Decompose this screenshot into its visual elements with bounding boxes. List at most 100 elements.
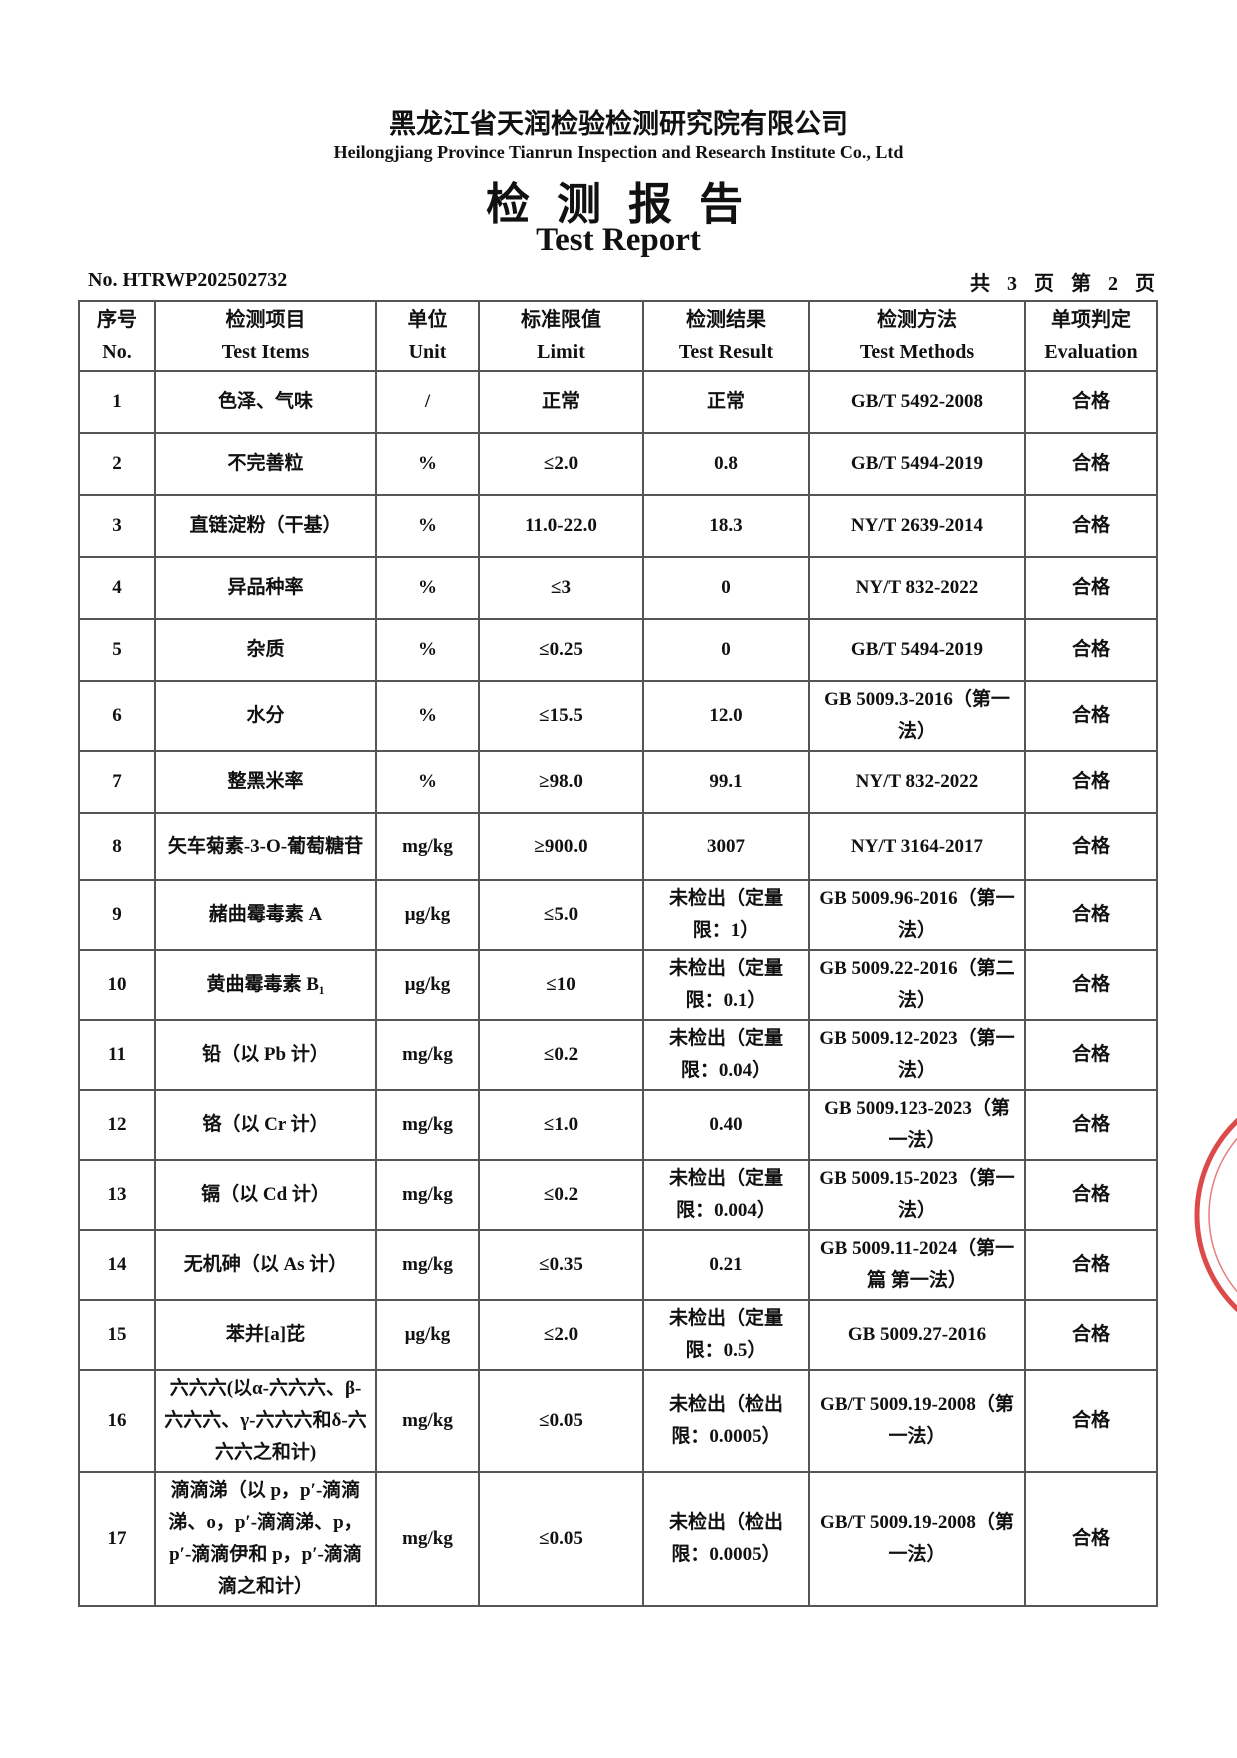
company-name-cn: 黑龙江省天润检验检测研究院有限公司	[389, 109, 848, 139]
column-header-en: Test Methods	[859, 341, 975, 363]
table-cell: GB/T 5009.19-2008（第一法）	[808, 1471, 1026, 1607]
table-cell: 3007	[642, 812, 810, 881]
table-cell: 0	[642, 618, 810, 682]
table-cell: 镉（以 Cd 计）	[154, 1159, 377, 1231]
table-cell: 9	[78, 879, 156, 951]
table-cell: 矢车菊素-3-O-葡萄糖苷	[154, 812, 377, 881]
table-cell: 10	[78, 949, 156, 1021]
column-header-en: Test Result	[678, 341, 774, 363]
table-cell: 17	[78, 1471, 156, 1607]
table-cell: 5	[78, 618, 156, 682]
table-cell: 12.0	[642, 680, 810, 752]
table-cell: GB/T 5492-2008	[808, 370, 1026, 434]
table-cell: 14	[78, 1229, 156, 1301]
table-cell: 16	[78, 1369, 156, 1473]
table-cell: 未检出（定量限：0.04）	[642, 1019, 810, 1091]
table-cell: 合格	[1024, 879, 1158, 951]
table-cell: /	[375, 370, 480, 434]
table-cell: ≤3	[478, 556, 644, 620]
table-cell: ≤15.5	[478, 680, 644, 752]
table-cell: 未检出（检出限：0.0005）	[642, 1471, 810, 1607]
seal	[1194, 1117, 1237, 1313]
table-cell: GB 5009.11-2024（第一篇 第一法）	[808, 1229, 1026, 1301]
table-row: 12 铬（以 Cr 计） mg/kg ≤1.0 0.40 GB 5009.123-2023…	[78, 1089, 1158, 1161]
table-cell: μg/kg	[375, 879, 480, 951]
table-cell: %	[375, 680, 480, 752]
column-header-cn: 检测项目	[225, 309, 306, 331]
table-cell: 0.8	[642, 432, 810, 496]
table-row: 2 不完善粒% ≤2.0 0.8 GB/T 5494-2019 合格	[78, 432, 1158, 496]
table-cell: 0.40	[642, 1089, 810, 1161]
table-cell: 水分	[154, 680, 377, 752]
table-cell: GB/T 5494-2019	[808, 432, 1026, 496]
table-cell: %	[375, 556, 480, 620]
table-row: 10 黄曲霉毒素 B₁ μg/kg ≤10 未检出（定量限：0.1） GB 5009.22…	[78, 949, 1158, 1021]
table-cell: 合格	[1024, 1229, 1158, 1301]
column-header-en: Evaluation	[1044, 341, 1138, 363]
column-header-en: Limit	[537, 341, 585, 363]
column-header: 检测方法 Test Methods	[808, 300, 1026, 372]
table-cell: 0	[642, 556, 810, 620]
table-cell: 整黑米率	[154, 750, 377, 814]
table-cell: ≤10	[478, 949, 644, 1021]
column-header: 单项判定 Evaluation	[1024, 300, 1158, 372]
table-cell: 合格	[1024, 556, 1158, 620]
table-cell: 合格	[1024, 750, 1158, 814]
results-table: 序号 No. 检测项目 Test Items 单位 Unit 标准限值 Limit 检测结果 Te…	[78, 300, 1158, 1607]
table-cell: 18.3	[642, 494, 810, 558]
report-number: No. HTRWP202502732	[88, 269, 288, 291]
column-header-cn: 单位	[407, 309, 448, 331]
table-cell: 六六六(以α-六六六、β-六六六、γ-六六六和δ-六六六之和计)	[154, 1369, 377, 1473]
table-row: 6 水分% ≤15.5 12.0 GB 5009.3-2016（第一法） 合格	[78, 680, 1158, 752]
table-cell: 13	[78, 1159, 156, 1231]
column-header: 序号 No.	[78, 300, 156, 372]
table-cell: 铅（以 Pb 计）	[154, 1019, 377, 1091]
table-row: 17 滴滴涕（以 p，p′-滴滴涕、o，p′-滴滴涕、p，p′-滴滴伊和 p，p′…	[78, 1471, 1158, 1607]
table-row: 3 直链淀粉（干基）% 11.0-22.0 18.3 NY/T 2639-2014 合格	[78, 494, 1158, 558]
table-cell: NY/T 832-2022	[808, 556, 1026, 620]
table-cell: 合格	[1024, 1089, 1158, 1161]
table-cell: 直链淀粉（干基）	[154, 494, 377, 558]
table-cell: 合格	[1024, 494, 1158, 558]
title-en: Test Report	[536, 222, 701, 258]
table-cell: μg/kg	[375, 949, 480, 1021]
table-cell: 未检出（定量限：0.1）	[642, 949, 810, 1021]
table-cell: GB 5009.27-2016	[808, 1299, 1026, 1371]
table-cell: 铬（以 Cr 计）	[154, 1089, 377, 1161]
table-cell: GB 5009.96-2016（第一法）	[808, 879, 1026, 951]
table-cell: mg/kg	[375, 1369, 480, 1473]
table-cell: 合格	[1024, 1159, 1158, 1231]
table-cell: %	[375, 618, 480, 682]
table-cell: 15	[78, 1299, 156, 1371]
table-row: 4 异品种率% ≤3 0 NY/T 832-2022 合格	[78, 556, 1158, 620]
table-cell: ≤2.0	[478, 432, 644, 496]
table-body: 1 色泽、气味 / 正常 正常 GB/T 5492-2008 合格 2 不完善粒% ≤2.0 0.8…	[78, 370, 1158, 1607]
table-row: 15 苯并[a]芘 μg/kg ≤2.0 未检出（定量限：0.5） GB 5009.27-…	[78, 1299, 1158, 1371]
table-cell: mg/kg	[375, 1159, 480, 1231]
table-row: 1 色泽、气味 / 正常 正常 GB/T 5492-2008 合格	[78, 370, 1158, 434]
table-cell: 黄曲霉毒素 B₁	[154, 949, 377, 1021]
table-cell: 合格	[1024, 618, 1158, 682]
table-cell: GB 5009.123-2023（第一法）	[808, 1089, 1026, 1161]
table-cell: ≤2.0	[478, 1299, 644, 1371]
column-header-en: No.	[102, 341, 132, 363]
table-cell: GB 5009.12-2023（第一法）	[808, 1019, 1026, 1091]
table-cell: 正常	[478, 370, 644, 434]
table-cell: 合格	[1024, 1019, 1158, 1091]
table-cell: 赭曲霉毒素 A	[154, 879, 377, 951]
column-header-cn: 单项判定	[1051, 309, 1131, 331]
column-header-en: Test Items	[221, 341, 310, 363]
page-info: 共 3 页 第 2 页	[970, 273, 1155, 295]
table-cell: %	[375, 494, 480, 558]
table-cell: 未检出（定量限：1）	[642, 879, 810, 951]
column-header: 检测结果 Test Result	[642, 300, 810, 372]
table-cell: mg/kg	[375, 812, 480, 881]
table-row: 13 镉（以 Cd 计） mg/kg ≤0.2 未检出（定量限：0.004） GB 500…	[78, 1159, 1158, 1231]
title-cn: 检 测 报 告	[486, 180, 751, 229]
column-header: 标准限值 Limit	[478, 300, 644, 372]
table-cell: GB 5009.15-2023（第一法）	[808, 1159, 1026, 1231]
table-cell: 异品种率	[154, 556, 377, 620]
table-cell: GB/T 5009.19-2008（第一法）	[808, 1369, 1026, 1473]
table-cell: ≤0.2	[478, 1019, 644, 1091]
